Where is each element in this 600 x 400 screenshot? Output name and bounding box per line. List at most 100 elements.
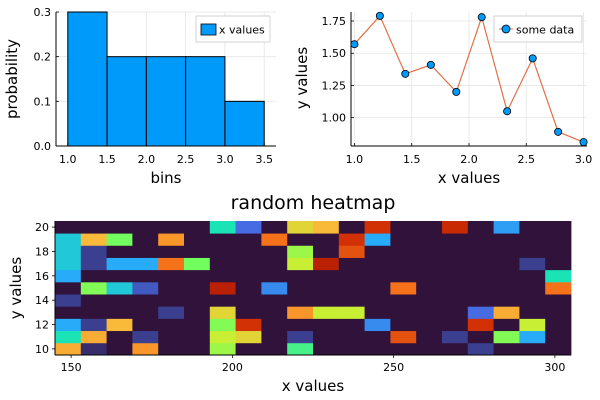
heatmap-cell-r4-c9	[287, 294, 314, 307]
histogram-legend-swatch	[200, 23, 217, 36]
heatmap-cell-r1-c11	[338, 330, 365, 344]
line-legend-marker	[501, 24, 511, 34]
heatmap-cell-r4-c1	[80, 294, 107, 307]
heatmap-cell-r5-c9	[287, 281, 314, 295]
heatmap-cell-r4-c13	[390, 294, 417, 307]
heatmap-cell-r6-c7	[235, 269, 262, 283]
heatmap-cell-r0-c0	[55, 342, 82, 356]
heatmap-cell-r0-c14	[416, 342, 443, 356]
line-y-tick-label-0: 1.00	[322, 112, 347, 125]
heatmap-cell-r5-c14	[416, 281, 443, 295]
heatmap-cell-r7-c15	[442, 257, 469, 271]
heatmap-cell-r5-c1	[80, 281, 107, 295]
heatmap-cell-r2-c12	[364, 318, 391, 332]
heatmap-cell-r7-c19	[545, 257, 572, 271]
heatmap-cell-r0-c16	[467, 342, 494, 356]
heatmap-cell-r7-c10	[313, 257, 340, 271]
heatmap-cell-r5-c11	[338, 281, 365, 295]
heatmap-y-tick-label-0: 10	[35, 343, 49, 356]
line-axes	[350, 12, 587, 147]
heatmap-cell-r6-c4	[158, 269, 185, 283]
heatmap-cell-r5-c7	[235, 281, 262, 295]
heatmap-cell-r7-c12	[364, 257, 391, 271]
heatmap-cell-r6-c6	[209, 269, 236, 283]
heatmap-cell-r1-c12	[364, 330, 391, 344]
heatmap-cell-r5-c6	[209, 281, 236, 295]
heatmap-cell-r5-c16	[467, 281, 494, 295]
heatmap-cell-r7-c17	[493, 257, 520, 271]
heatmap-cell-r2-c10	[313, 318, 340, 332]
line-legend: some data	[493, 15, 583, 43]
heatmap-cell-r3-c0	[55, 306, 82, 319]
heatmap-y-tick-label-4: 18	[35, 245, 49, 258]
heatmap-cell-r6-c12	[364, 269, 391, 283]
heatmap-cell-r0-c5	[184, 342, 211, 356]
line-point-2	[401, 69, 410, 78]
heatmap-cell-r10-c6	[209, 221, 236, 234]
heatmap-cell-r3-c8	[261, 306, 288, 319]
heatmap-cell-r8-c9	[287, 245, 314, 258]
heatmap-y-tick-label-5: 20	[35, 221, 49, 234]
heatmap-cell-r9-c15	[442, 233, 469, 246]
histogram-bar-3	[185, 56, 226, 147]
heatmap-cell-r6-c3	[132, 269, 159, 283]
heatmap-cell-r9-c16	[467, 233, 494, 246]
line-x-tick-label-0: 1.0	[346, 153, 364, 166]
line-series-path	[353, 14, 584, 143]
heatmap-cell-r4-c2	[106, 294, 133, 307]
heatmap-cell-r8-c12	[364, 245, 391, 258]
heatmap-cell-r5-c5	[184, 281, 211, 295]
heatmap-cell-r3-c19	[545, 306, 572, 319]
heatmap-cell-r8-c3	[132, 245, 159, 258]
heatmap-cell-r3-c17	[493, 306, 520, 319]
heatmap-y-tick-label-1: 12	[35, 319, 49, 332]
heatmap-cell-r9-c7	[235, 233, 262, 246]
heatmap-cell-r1-c10	[313, 330, 340, 344]
heatmap-cell-r9-c18	[519, 233, 546, 246]
heatmap-cell-r2-c11	[338, 318, 365, 332]
histogram-x-tick-label-1: 1.5	[98, 153, 116, 166]
heatmap-cell-r0-c15	[442, 342, 469, 356]
heatmap-cell-r2-c19	[545, 318, 572, 332]
heatmap-cell-r2-c1	[80, 318, 107, 332]
heatmap-cell-r6-c18	[519, 269, 546, 283]
heatmap-cell-r1-c8	[261, 330, 288, 344]
heatmap-cell-r8-c1	[80, 245, 107, 258]
heatmap-cell-r3-c13	[390, 306, 417, 319]
heatmap-x-axis-label: x values	[282, 377, 345, 395]
heatmap-cell-r3-c2	[106, 306, 133, 319]
heatmap-cell-r10-c16	[467, 221, 494, 234]
heatmap-cell-r2-c9	[287, 318, 314, 332]
heatmap-cell-r6-c15	[442, 269, 469, 283]
heatmap-cell-r7-c7	[235, 257, 262, 271]
heatmap-cell-r0-c10	[313, 342, 340, 356]
heatmap-cell-r5-c13	[390, 281, 417, 295]
heatmap-cell-r8-c16	[467, 245, 494, 258]
heatmap-axes	[52, 221, 571, 358]
heatmap-cell-r10-c18	[519, 221, 546, 234]
histogram-x-tick-label-4: 3.0	[216, 153, 234, 166]
heatmap-cell-r7-c5	[184, 257, 211, 271]
heatmap-cell-r7-c14	[416, 257, 443, 271]
histogram-panel: 1.0 1.5 2.0 2.5 3.0 3.5 0.0 0.1 0.2 0.3 bins prob…	[3, 6, 276, 187]
heatmap-cell-r10-c4	[158, 221, 185, 234]
heatmap-cell-r2-c6	[209, 318, 236, 332]
line-y-tick-label-1: 1.25	[322, 79, 347, 92]
heatmap-cell-r6-c0	[55, 269, 82, 283]
heatmap-cell-r3-c1	[80, 306, 107, 319]
histogram-y-axis-label: probability	[3, 39, 21, 119]
line-point-7	[528, 54, 537, 63]
heatmap-cell-r7-c16	[467, 257, 494, 271]
heatmap-cell-r5-c0	[55, 281, 82, 295]
heatmap-cell-r8-c14	[416, 245, 443, 258]
heatmap-cell-r10-c17	[493, 221, 520, 234]
heatmap-cell-r8-c2	[106, 245, 133, 258]
heatmap-cell-r1-c17	[493, 330, 520, 344]
histogram-bar-4	[224, 100, 265, 147]
heatmap-cell-r0-c18	[519, 342, 546, 356]
heatmap-cell-r8-c0	[55, 245, 82, 258]
histogram-x-axis-label: bins	[150, 169, 181, 187]
heatmap-cell-r2-c17	[493, 318, 520, 332]
heatmap-cell-r9-c11	[338, 233, 365, 246]
heatmap-cell-r9-c8	[261, 233, 288, 246]
